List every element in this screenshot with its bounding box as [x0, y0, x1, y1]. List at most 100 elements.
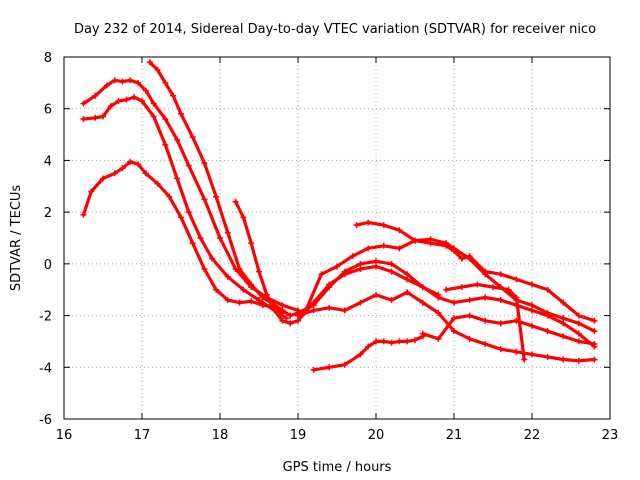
data-point [256, 297, 262, 304]
data-point [380, 222, 387, 229]
data-point [135, 79, 142, 86]
y-tick-label: 0 [44, 258, 52, 273]
data-point [404, 338, 411, 345]
data-point [373, 338, 379, 345]
data-point [466, 297, 473, 304]
series-track-g [295, 258, 598, 350]
data-point [248, 240, 255, 247]
data-point [201, 266, 208, 273]
data-point [341, 361, 348, 368]
data-point [412, 237, 418, 244]
series-line [296, 259, 597, 349]
data-point [575, 320, 582, 327]
data-point [162, 141, 169, 148]
data-point [373, 263, 379, 270]
data-point [107, 103, 114, 110]
data-point [166, 193, 173, 200]
data-point [326, 364, 333, 371]
data-point [412, 337, 418, 344]
series-line [148, 60, 284, 315]
data-point [529, 281, 535, 288]
data-point [521, 356, 528, 363]
x-tick-label: 18 [212, 428, 229, 443]
data-point [544, 328, 551, 335]
series-track-k [419, 312, 598, 348]
x-tick-label: 16 [56, 428, 73, 443]
data-point [482, 317, 489, 324]
data-point [213, 193, 220, 200]
data-point [271, 307, 278, 314]
series-line [354, 220, 597, 323]
data-point [388, 297, 395, 304]
data-point [209, 255, 216, 262]
data-point [419, 330, 426, 337]
series-group [80, 59, 598, 373]
data-point [466, 312, 473, 319]
data-point [458, 284, 465, 291]
data-point [240, 214, 247, 221]
data-point [505, 286, 512, 293]
data-point [466, 253, 473, 260]
data-point [279, 317, 286, 324]
data-point [154, 180, 161, 187]
data-point [513, 276, 520, 283]
data-point [201, 160, 208, 167]
data-point [150, 100, 157, 107]
data-point [404, 276, 411, 283]
data-point [119, 165, 126, 172]
y-tick-label: 4 [44, 154, 52, 169]
data-point [419, 284, 426, 291]
y-tick-label: -4 [39, 361, 52, 376]
data-point [88, 188, 95, 195]
data-point [353, 222, 360, 229]
data-point [92, 92, 99, 99]
data-point [263, 291, 270, 298]
x-axis-label: GPS time / hours [283, 460, 392, 475]
data-point [240, 286, 247, 293]
data-point [142, 170, 149, 177]
data-point [529, 351, 535, 358]
data-point [127, 77, 134, 84]
data-point [115, 97, 122, 104]
data-point [341, 307, 348, 314]
axis-ticks: 16 17 18 19 20 21 22 23 -6 -4 -2 0 2 4 6 8 [39, 51, 618, 443]
data-point [100, 175, 106, 182]
data-point [482, 268, 489, 275]
series-track-l [443, 281, 528, 363]
data-point [271, 302, 278, 309]
data-point [427, 240, 434, 247]
series-track-b [80, 94, 290, 322]
data-point [295, 312, 301, 319]
y-tick-label: 8 [44, 51, 52, 66]
data-point [170, 92, 177, 99]
data-point [341, 268, 348, 275]
series-track-j [310, 333, 426, 373]
data-point [80, 211, 87, 218]
data-point [80, 116, 87, 123]
x-tick-label: 17 [134, 428, 151, 443]
data-point [100, 113, 106, 120]
data-point [365, 219, 372, 226]
data-point [396, 227, 403, 234]
data-point [236, 299, 243, 306]
y-axis-label: SDTVAR / TECUs [9, 185, 24, 292]
data-point [154, 66, 161, 73]
data-point [357, 351, 364, 358]
data-point [575, 330, 582, 337]
data-point [404, 289, 411, 296]
data-point [232, 198, 239, 205]
data-point [490, 284, 496, 291]
data-point [560, 333, 567, 340]
data-point [435, 335, 442, 342]
data-point [217, 235, 223, 241]
data-point [248, 298, 255, 305]
data-point [451, 315, 457, 322]
data-point [497, 346, 504, 353]
data-point [451, 328, 457, 335]
data-point [259, 302, 266, 309]
data-point [373, 258, 379, 265]
data-point [185, 162, 192, 169]
data-point [388, 339, 395, 346]
data-point [310, 366, 317, 373]
